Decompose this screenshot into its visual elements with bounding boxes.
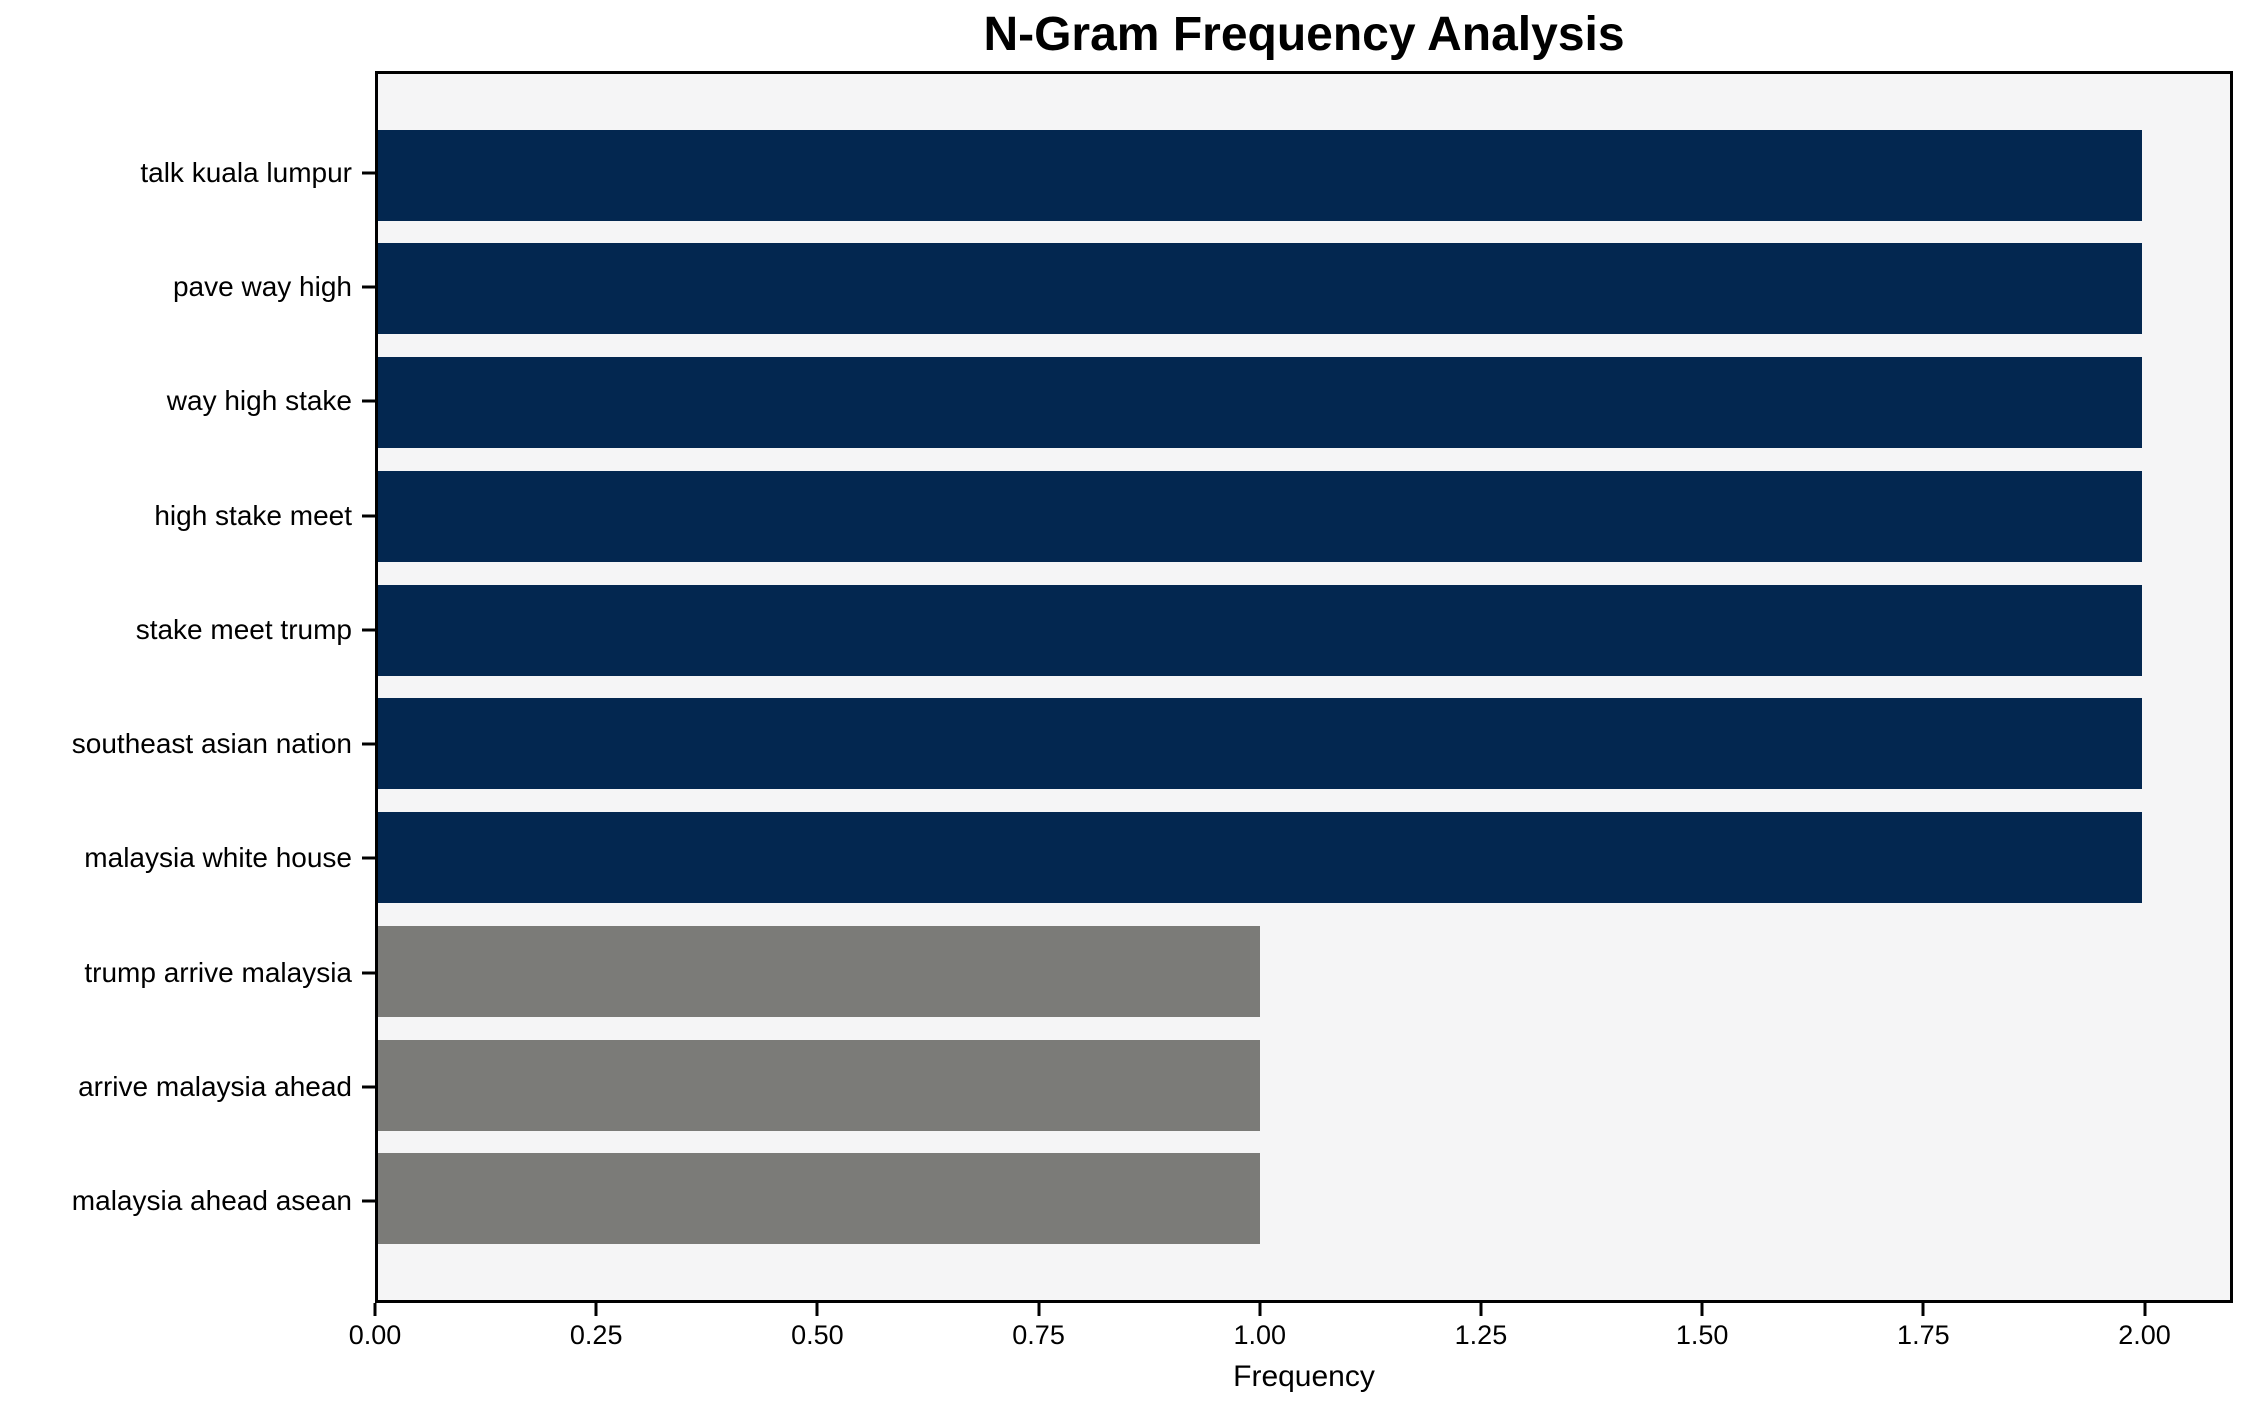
x-tick-label: 0.75 [1012, 1320, 1065, 1350]
bar-arrive-malaysia-ahead [378, 1039, 1260, 1131]
chart-title: N-Gram Frequency Analysis [983, 8, 1625, 61]
x-tick-mark [373, 1303, 377, 1316]
y-axis-labels: talk kuala lumpur pave way high way high s… [0, 71, 352, 1303]
x-axis-tick-marks [373, 1303, 2233, 1317]
y-tick-label: way high stake [166, 385, 352, 417]
y-tick-label: talk kuala lumpur [140, 156, 352, 188]
x-tick-label: 1.50 [1675, 1320, 1729, 1350]
bar-malaysia-white-house [378, 812, 2142, 904]
y-tick-mark [362, 285, 375, 289]
bar-southeast-asian-nation [378, 698, 2142, 790]
y-tick-mark [362, 399, 375, 403]
bar-stake-meet-trump [378, 584, 2142, 676]
bar-malaysia-ahead-asean [378, 1153, 1260, 1245]
x-tick-mark [815, 1303, 819, 1316]
x-tick-mark [1037, 1303, 1041, 1316]
y-tick-mark [362, 1199, 375, 1203]
x-tick-label: 2.00 [2118, 1320, 2171, 1350]
bar-trump-arrive-malaysia [378, 925, 1260, 1017]
y-tick-label: pave way high [172, 271, 352, 302]
bar-talk-kuala-lumpur [378, 129, 2142, 221]
x-tick-label: 1.00 [1233, 1320, 1287, 1350]
x-axis-tick-labels: 0.00 0.25 0.50 0.75 1.00 1.25 1.50 1.75 2.00 [349, 1320, 2233, 1354]
x-tick-mark [1479, 1303, 1483, 1316]
x-tick-label: 0.50 [791, 1320, 844, 1350]
x-tick-mark [1921, 1303, 1925, 1316]
y-tick-label: trump arrive malaysia [84, 956, 352, 988]
x-tick-label: 1.75 [1897, 1320, 1950, 1350]
plot-area [375, 71, 2233, 1303]
y-tick-mark [362, 1085, 375, 1089]
y-tick-mark [362, 514, 375, 518]
x-tick-mark [1700, 1303, 1704, 1316]
bar-way-high-stake [378, 357, 2142, 449]
y-tick-label: stake meet trump [135, 613, 352, 645]
y-tick-mark [362, 742, 375, 746]
x-tick-label: 0.25 [569, 1320, 623, 1350]
y-axis-tick-marks [362, 71, 375, 1303]
y-tick-mark [362, 628, 375, 632]
x-axis-label: Frequency [1233, 1360, 1375, 1393]
x-tick-mark [1258, 1303, 1262, 1316]
bar-pave-way-high [378, 243, 2142, 335]
x-tick-label: 1.25 [1454, 1320, 1508, 1350]
y-tick-label: southeast asian nation [71, 728, 352, 760]
y-tick-mark [362, 171, 375, 175]
y-tick-label: malaysia ahead asean [71, 1185, 352, 1217]
y-tick-mark [362, 971, 375, 975]
y-tick-label: high stake meet [154, 499, 352, 531]
y-tick-mark [362, 856, 375, 860]
x-tick-mark [594, 1303, 598, 1316]
bar-high-stake-meet [378, 470, 2142, 562]
x-tick-label: 0.00 [348, 1320, 402, 1350]
x-tick-mark [2143, 1303, 2147, 1316]
y-tick-label: malaysia white house [84, 842, 352, 874]
y-tick-label: arrive malaysia ahead [78, 1071, 352, 1102]
